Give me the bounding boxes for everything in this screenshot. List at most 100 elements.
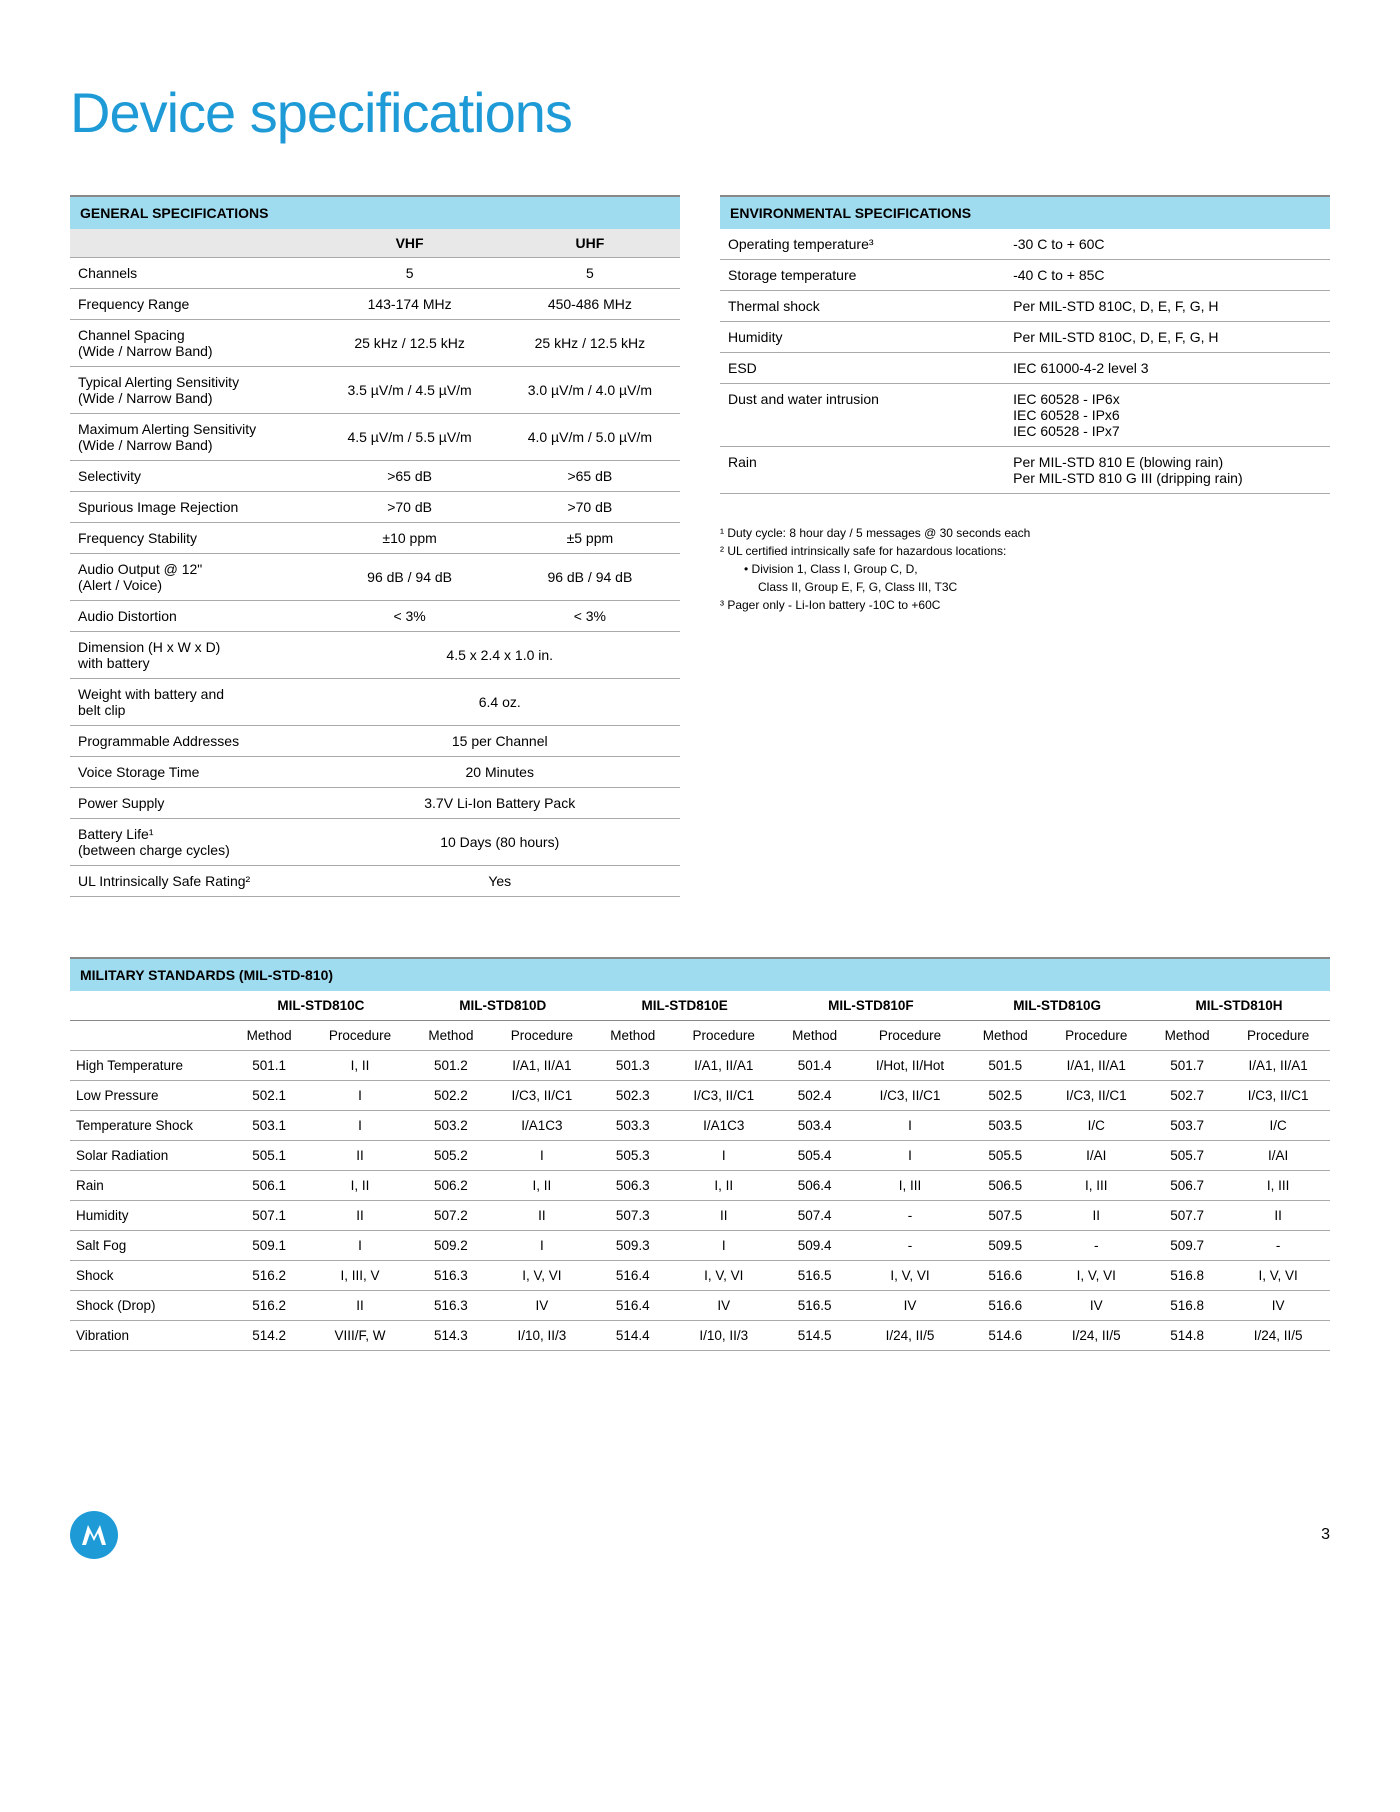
mil-procedure: I, V, VI — [490, 1261, 594, 1291]
mil-procedure: I/24, II/5 — [854, 1321, 966, 1351]
mil-procedure: I — [854, 1111, 966, 1141]
environmental-section: ENVIRONMENTAL SPECIFICATIONS Operating t… — [720, 195, 1330, 897]
military-table: MIL-STD810CMIL-STD810DMIL-STD810EMIL-STD… — [70, 991, 1330, 1351]
mil-method: 505.1 — [230, 1141, 308, 1171]
mil-method: 514.5 — [776, 1321, 854, 1351]
environmental-header: ENVIRONMENTAL SPECIFICATIONS — [720, 195, 1330, 229]
footnote-2: ² UL certified intrinsically safe for ha… — [720, 542, 1330, 560]
spec-label: UL Intrinsically Safe Rating² — [70, 866, 319, 897]
spec-label: Selectivity — [70, 461, 319, 492]
mil-procedure-header: Procedure — [490, 1021, 594, 1051]
mil-procedure: I, III — [1226, 1171, 1330, 1201]
mil-method: 507.4 — [776, 1201, 854, 1231]
mil-procedure: I — [672, 1231, 776, 1261]
mil-method: 506.2 — [412, 1171, 490, 1201]
mil-method: 516.3 — [412, 1261, 490, 1291]
mil-row-label: Rain — [70, 1171, 230, 1201]
mil-procedure: IV — [672, 1291, 776, 1321]
mil-procedure: I/A1C3 — [672, 1111, 776, 1141]
env-label: Operating temperature³ — [728, 236, 1013, 252]
mil-procedure: I/C3, II/C1 — [854, 1081, 966, 1111]
mil-method: 507.1 — [230, 1201, 308, 1231]
mil-row-label: Shock — [70, 1261, 230, 1291]
mil-method: 502.4 — [776, 1081, 854, 1111]
env-label: Thermal shock — [728, 298, 1013, 314]
mil-procedure: II — [308, 1201, 412, 1231]
mil-row-label: Shock (Drop) — [70, 1291, 230, 1321]
mil-procedure-header: Procedure — [308, 1021, 412, 1051]
mil-method: 514.4 — [594, 1321, 672, 1351]
mil-procedure: I/10, II/3 — [672, 1321, 776, 1351]
mil-method: 502.1 — [230, 1081, 308, 1111]
mil-method: 501.7 — [1148, 1051, 1226, 1081]
mil-procedure: I/10, II/3 — [490, 1321, 594, 1351]
mil-method: 509.5 — [966, 1231, 1044, 1261]
mil-method: 506.5 — [966, 1171, 1044, 1201]
military-section: MILITARY STANDARDS (MIL-STD-810) MIL-STD… — [70, 957, 1330, 1351]
spec-vhf: 5 — [319, 258, 499, 289]
mil-method: 514.6 — [966, 1321, 1044, 1351]
spec-uhf: 4.0 µV/m / 5.0 µV/m — [500, 414, 680, 461]
mil-row-label: Humidity — [70, 1201, 230, 1231]
mil-procedure: IV — [1044, 1291, 1148, 1321]
env-value: Per MIL-STD 810C, D, E, F, G, H — [1013, 329, 1322, 345]
spec-vhf: 96 dB / 94 dB — [319, 554, 499, 601]
logo-icon — [70, 1511, 118, 1559]
spec-uhf: >70 dB — [500, 492, 680, 523]
mil-method: 501.3 — [594, 1051, 672, 1081]
mil-procedure: II — [308, 1291, 412, 1321]
mil-method: 507.2 — [412, 1201, 490, 1231]
mil-procedure: I — [308, 1231, 412, 1261]
col-vhf: VHF — [319, 229, 499, 258]
mil-row-label: Salt Fog — [70, 1231, 230, 1261]
spec-label: Maximum Alerting Sensitivity (Wide / Nar… — [70, 414, 319, 461]
mil-row-label: Vibration — [70, 1321, 230, 1351]
mil-method: 514.2 — [230, 1321, 308, 1351]
mil-procedure: I, III — [854, 1171, 966, 1201]
mil-standard-header: MIL-STD810C — [230, 991, 412, 1021]
mil-procedure: I/A1, II/A1 — [1226, 1051, 1330, 1081]
spec-vhf: 3.5 µV/m / 4.5 µV/m — [319, 367, 499, 414]
spec-vhf: ±10 ppm — [319, 523, 499, 554]
mil-method: 503.2 — [412, 1111, 490, 1141]
spec-value: 15 per Channel — [319, 726, 680, 757]
mil-procedure: I/24, II/5 — [1044, 1321, 1148, 1351]
mil-procedure: II — [490, 1201, 594, 1231]
mil-procedure: I, V, VI — [672, 1261, 776, 1291]
spec-label: Channels — [70, 258, 319, 289]
mil-method: 503.1 — [230, 1111, 308, 1141]
spec-label: Dimension (H x W x D) with battery — [70, 632, 319, 679]
mil-method: 516.6 — [966, 1261, 1044, 1291]
page-footer: 3 — [70, 1511, 1330, 1559]
spec-label: Battery Life¹ (between charge cycles) — [70, 819, 319, 866]
mil-method: 509.3 — [594, 1231, 672, 1261]
mil-method: 509.2 — [412, 1231, 490, 1261]
spec-label: Frequency Range — [70, 289, 319, 320]
spec-uhf: 3.0 µV/m / 4.0 µV/m — [500, 367, 680, 414]
mil-procedure: I, III — [1044, 1171, 1148, 1201]
env-value: IEC 61000-4-2 level 3 — [1013, 360, 1322, 376]
mil-procedure: I/C — [1044, 1111, 1148, 1141]
spec-uhf: 96 dB / 94 dB — [500, 554, 680, 601]
mil-procedure: I — [308, 1081, 412, 1111]
mil-procedure: IV — [1226, 1291, 1330, 1321]
spec-vhf: >65 dB — [319, 461, 499, 492]
mil-method: 503.4 — [776, 1111, 854, 1141]
mil-procedure: I/C3, II/C1 — [490, 1081, 594, 1111]
spec-label: Audio Output @ 12" (Alert / Voice) — [70, 554, 319, 601]
mil-procedure: - — [1044, 1231, 1148, 1261]
mil-method: 503.3 — [594, 1111, 672, 1141]
mil-method: 516.6 — [966, 1291, 1044, 1321]
mil-procedure: IV — [490, 1291, 594, 1321]
spec-label: Audio Distortion — [70, 601, 319, 632]
spec-value: 6.4 oz. — [319, 679, 680, 726]
spec-uhf: ±5 ppm — [500, 523, 680, 554]
mil-method: 514.8 — [1148, 1321, 1226, 1351]
mil-method-header: Method — [594, 1021, 672, 1051]
mil-procedure: I, II — [308, 1051, 412, 1081]
spec-label: Weight with battery and belt clip — [70, 679, 319, 726]
mil-method-header: Method — [230, 1021, 308, 1051]
env-value: -30 C to + 60C — [1013, 236, 1322, 252]
env-value: -40 C to + 85C — [1013, 267, 1322, 283]
footnotes: ¹ Duty cycle: 8 hour day / 5 messages @ … — [720, 524, 1330, 614]
